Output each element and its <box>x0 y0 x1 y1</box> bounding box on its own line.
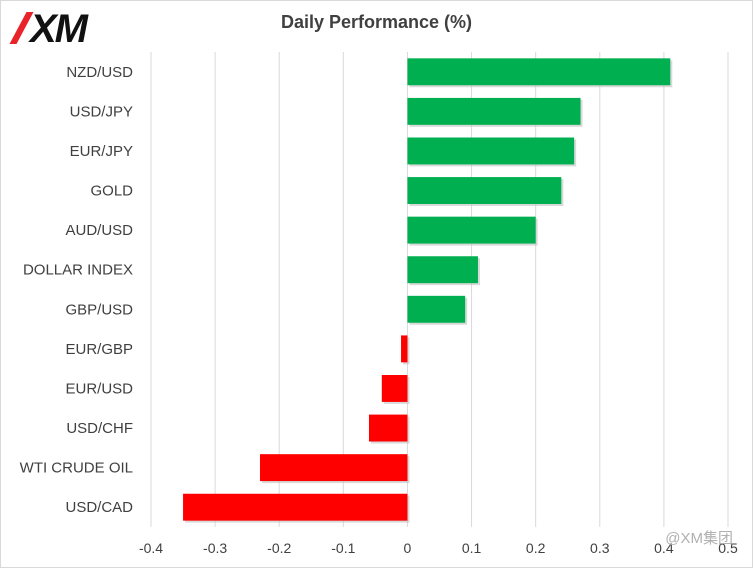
category-label: GBP/USD <box>65 301 133 318</box>
x-tick-label: 0.3 <box>590 540 610 556</box>
category-label: EUR/GBP <box>65 341 133 358</box>
category-label: EUR/JPY <box>70 143 133 160</box>
bar <box>407 137 575 165</box>
category-label: DOLLAR INDEX <box>23 262 133 279</box>
x-tick-label: -0.3 <box>203 540 227 556</box>
category-label: USD/CHF <box>66 420 133 437</box>
category-label: USD/CAD <box>65 499 133 516</box>
category-label: USD/JPY <box>70 103 133 120</box>
bar <box>368 414 408 442</box>
x-tick-label: 0.4 <box>654 540 674 556</box>
category-label: GOLD <box>90 183 133 200</box>
category-label: EUR/USD <box>65 380 133 397</box>
x-tick-label: 0.1 <box>462 540 482 556</box>
logo-text: XM <box>30 7 88 51</box>
bar <box>407 256 478 284</box>
bar <box>381 375 408 402</box>
x-tick-label: -0.2 <box>267 540 291 556</box>
bar <box>407 216 536 244</box>
bar <box>407 177 562 204</box>
xm-logo: XM <box>9 6 108 51</box>
category-label: AUD/USD <box>65 222 133 239</box>
watermark: @XM集团 <box>665 530 733 547</box>
category-label: NZD/USD <box>66 64 133 81</box>
bar <box>407 295 466 323</box>
bar <box>407 97 581 125</box>
category-label: WTI CRUDE OIL <box>20 460 133 477</box>
x-tick-label: 0 <box>404 540 412 556</box>
bar <box>259 454 408 482</box>
x-tick-label: 0.2 <box>526 540 546 556</box>
chart-title: Daily Performance (%) <box>280 12 473 32</box>
bar <box>407 58 671 86</box>
bar <box>401 335 408 363</box>
x-tick-label: 0.5 <box>718 540 738 556</box>
bar <box>183 493 408 521</box>
x-tick-label: -0.1 <box>331 540 355 556</box>
x-tick-label: -0.4 <box>139 540 163 556</box>
